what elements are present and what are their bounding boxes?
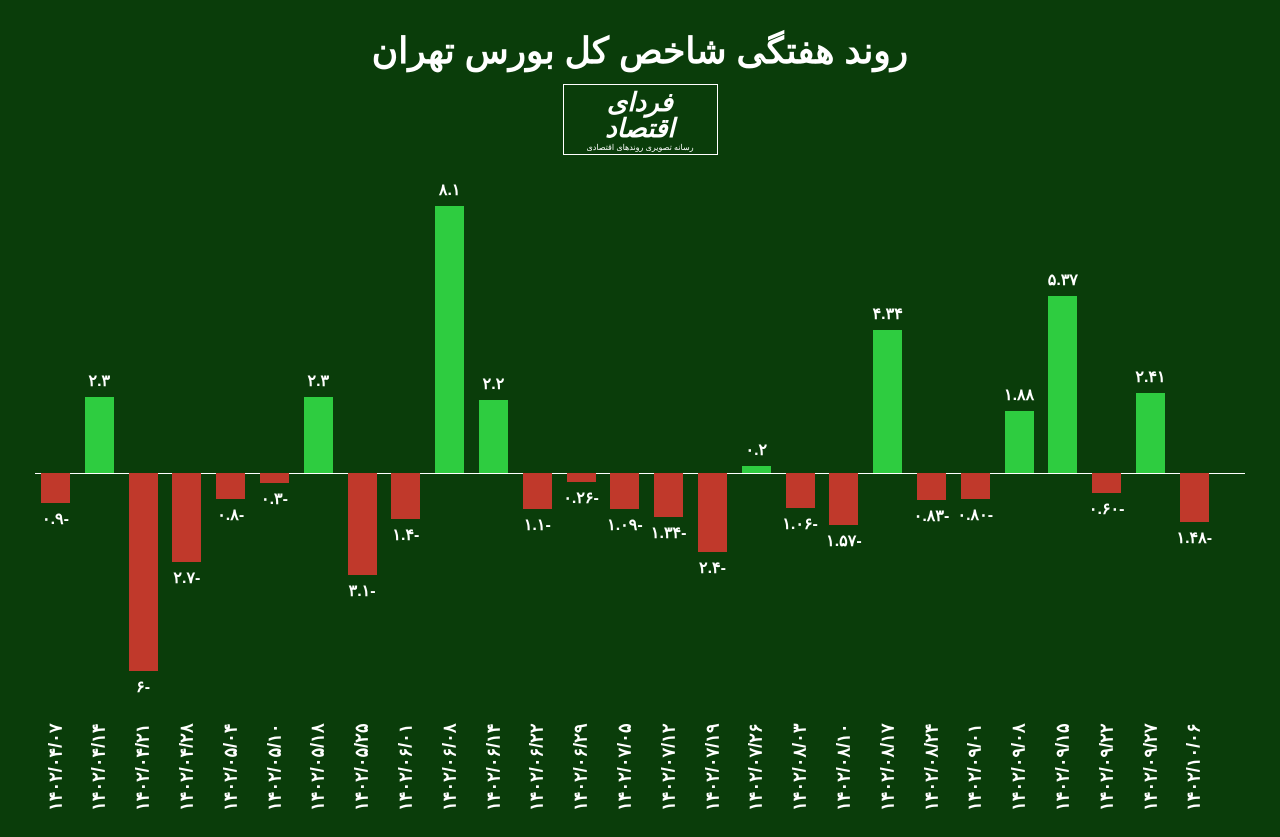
bar-value-label: -۱.۱ (524, 515, 551, 535)
bar-value-label: -۳.۱ (349, 581, 376, 601)
bar-value-label: ۰.۲ (745, 440, 767, 460)
x-axis-label: ۱۴۰۲/۰۹/۲۲ (1096, 724, 1117, 834)
bar: ۲.۲ (479, 400, 508, 473)
bar-value-label: ۲.۳ (307, 371, 329, 391)
x-axis-label: ۱۴۰۲/۰۹/۰۸ (1009, 724, 1030, 834)
x-axis-label: ۱۴۰۲/۰۴/۰۷ (45, 724, 66, 834)
bar-value-label: -۰.۸۰ (958, 505, 994, 525)
logo-main-text: فردای اقتصاد (572, 89, 709, 141)
bar-value-label: -۰.۸ (217, 505, 244, 525)
bar: -۱.۱ (523, 473, 552, 509)
logo-sub-text: رسانه تصویری روندهای اقتصادی (572, 143, 709, 152)
x-axis-label: ۱۴۰۲/۰۷/۱۲ (658, 724, 679, 834)
x-axis-label: ۱۴۰۲/۰۷/۰۵ (614, 724, 635, 834)
bar: -۲.۴ (698, 473, 727, 552)
bar: ۲.۳ (85, 397, 114, 473)
x-axis-label: ۱۴۰۲/۰۹/۱۵ (1052, 724, 1073, 834)
x-axis-label: ۱۴۰۲/۰۴/۱۴ (89, 724, 110, 834)
bar: ۵.۳۷ (1048, 296, 1077, 473)
x-axis-label: ۱۴۰۲/۰۶/۱۴ (483, 724, 504, 834)
bar: -۰.۸۰ (961, 473, 990, 499)
x-axis-label: ۱۴۰۲/۰۶/۲۹ (571, 724, 592, 834)
bar: ۰.۲ (742, 466, 771, 473)
bar: -۱.۴۸ (1180, 473, 1209, 522)
bar-value-label: ۲.۲ (483, 374, 505, 394)
bar-value-label: ۲.۴۱ (1135, 367, 1165, 387)
bar-value-label: -۱.۳۴ (651, 523, 687, 543)
x-axis-label: ۱۴۰۲/۰۷/۱۹ (702, 724, 723, 834)
bar-value-label: ۲.۳ (88, 371, 110, 391)
chart-container: روند هفتگی شاخص کل بورس تهران فردای اقتص… (0, 0, 1280, 837)
x-axis-label: ۱۴۰۲/۰۴/۲۱ (133, 724, 154, 834)
x-axis-label: ۱۴۰۲/۱۰/۰۶ (1184, 724, 1205, 834)
bar: -۱.۴ (391, 473, 420, 519)
x-axis-label: ۱۴۰۲/۰۹/۲۷ (1140, 724, 1161, 834)
bar-value-label: ۱.۸۸ (1004, 385, 1034, 405)
bar: ۲.۴۱ (1136, 393, 1165, 473)
x-axis-label: ۱۴۰۲/۰۹/۰۱ (965, 724, 986, 834)
bar-value-label: -۱.۴ (392, 525, 419, 545)
bar: -۱.۵۷ (829, 473, 858, 525)
x-axis-label: ۱۴۰۲/۰۸/۰۳ (790, 724, 811, 834)
bar-value-label: -۶ (136, 677, 150, 697)
bar: -۲.۷ (172, 473, 201, 562)
x-axis-label: ۱۴۰۲/۰۵/۱۰ (264, 724, 285, 834)
bar-value-label: -۰.۸۳ (914, 506, 950, 526)
bar: -۶ (129, 473, 158, 671)
bar-value-label: ۴.۳۴ (873, 304, 903, 324)
bar: ۴.۳۴ (873, 330, 902, 473)
bar: -۰.۹ (41, 473, 70, 503)
bar-value-label: -۰.۳ (261, 489, 288, 509)
bar: -۰.۲۶ (567, 473, 596, 482)
x-axis-label: ۱۴۰۲/۰۵/۱۸ (308, 724, 329, 834)
x-axis-label: ۱۴۰۲/۰۵/۲۵ (352, 724, 373, 834)
bar-value-label: -۰.۹ (42, 509, 69, 529)
bar-value-label: -۱.۵۷ (826, 531, 862, 551)
bar: ۸.۱ (435, 206, 464, 473)
x-axis-label: ۱۴۰۲/۰۶/۰۸ (439, 724, 460, 834)
x-axis-label: ۱۴۰۲/۰۵/۰۴ (220, 724, 241, 834)
bar-value-label: -۲.۴ (699, 558, 726, 578)
bar-value-label: -۰.۲۶ (563, 488, 599, 508)
x-axis-label: ۱۴۰۲/۰۸/۱۰ (833, 724, 854, 834)
chart-area: -۰.۹۱۴۰۲/۰۴/۰۷۲.۳۱۴۰۲/۰۴/۱۴-۶۱۴۰۲/۰۴/۲۱-… (35, 173, 1245, 713)
chart-title: روند هفتگی شاخص کل بورس تهران (35, 30, 1245, 72)
bar-value-label: -۱.۰۹ (607, 515, 643, 535)
bar-value-label: ۵.۳۷ (1048, 270, 1078, 290)
x-axis-label: ۱۴۰۲/۰۶/۲۲ (527, 724, 548, 834)
bar: -۰.۸۳ (917, 473, 946, 500)
bar: -۰.۸ (216, 473, 245, 499)
x-axis-label: ۱۴۰۲/۰۶/۰۱ (395, 724, 416, 834)
bar: -۱.۳۴ (654, 473, 683, 517)
x-axis-label: ۱۴۰۲/۰۸/۱۷ (877, 724, 898, 834)
x-axis-label: ۱۴۰۲/۰۴/۲۸ (176, 724, 197, 834)
bar: -۰.۳ (260, 473, 289, 483)
bar: -۱.۰۹ (610, 473, 639, 509)
x-axis-label: ۱۴۰۲/۰۸/۲۴ (921, 724, 942, 834)
logo-box: فردای اقتصاد رسانه تصویری روندهای اقتصاد… (563, 84, 718, 155)
x-axis-label: ۱۴۰۲/۰۷/۲۶ (746, 724, 767, 834)
bar-value-label: -۱.۴۸ (1177, 528, 1213, 548)
bar: ۲.۳ (304, 397, 333, 473)
bar: -۱.۰۶ (786, 473, 815, 508)
bar: ۱.۸۸ (1005, 411, 1034, 473)
bar: -۰.۶۰ (1092, 473, 1121, 493)
bar-value-label: ۸.۱ (439, 180, 461, 200)
bar: -۳.۱ (348, 473, 377, 575)
bar-value-label: -۱.۰۶ (782, 514, 818, 534)
bar-value-label: -۰.۶۰ (1089, 499, 1125, 519)
bar-value-label: -۲.۷ (173, 568, 200, 588)
